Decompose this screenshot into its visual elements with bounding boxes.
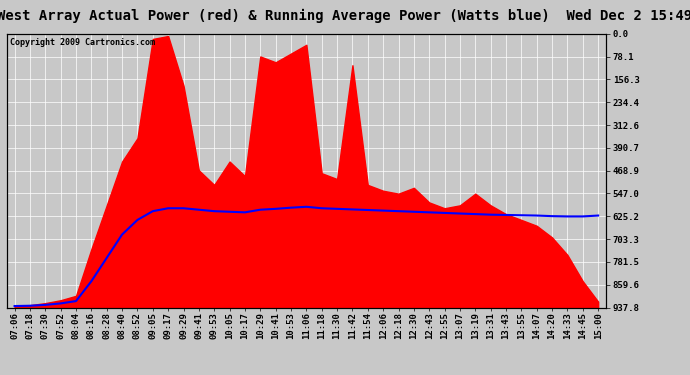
Text: West Array Actual Power (red) & Running Average Power (Watts blue)  Wed Dec 2 15: West Array Actual Power (red) & Running … [0,9,690,23]
Text: Copyright 2009 Cartronics.com: Copyright 2009 Cartronics.com [10,38,155,47]
